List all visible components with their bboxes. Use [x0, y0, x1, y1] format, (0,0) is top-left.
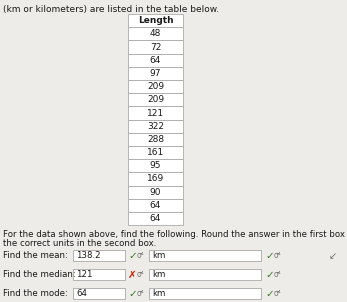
- Text: For the data shown above, find the following. Round the answer in the first box : For the data shown above, find the follo…: [3, 230, 347, 239]
- Bar: [73, 288, 125, 299]
- Text: km: km: [152, 251, 166, 260]
- Text: 169: 169: [147, 175, 164, 184]
- Text: 95: 95: [150, 161, 161, 170]
- Text: 121: 121: [147, 108, 164, 117]
- Text: km: km: [152, 270, 166, 279]
- Text: 161: 161: [147, 148, 164, 157]
- Text: 64: 64: [150, 56, 161, 65]
- Text: σ⁴: σ⁴: [274, 289, 282, 298]
- Text: σ⁴: σ⁴: [274, 251, 282, 260]
- Text: σ⁴: σ⁴: [137, 289, 145, 298]
- Text: Find the median:: Find the median:: [3, 270, 76, 279]
- Text: 288: 288: [147, 135, 164, 144]
- Text: 64: 64: [150, 201, 161, 210]
- Bar: [128, 106, 183, 120]
- Text: 209: 209: [147, 82, 164, 91]
- Text: ✗: ✗: [128, 270, 137, 280]
- Bar: [128, 67, 183, 80]
- Text: 64: 64: [150, 214, 161, 223]
- Bar: [128, 186, 183, 199]
- Bar: [128, 146, 183, 159]
- Bar: [128, 40, 183, 53]
- Text: ✓: ✓: [265, 289, 274, 299]
- Bar: [128, 120, 183, 133]
- Text: σ⁴: σ⁴: [274, 270, 282, 279]
- Text: (km or kilometers) are listed in the table below.: (km or kilometers) are listed in the tab…: [3, 5, 219, 14]
- Text: 322: 322: [147, 122, 164, 131]
- Bar: [149, 269, 261, 280]
- Bar: [128, 199, 183, 212]
- Bar: [128, 212, 183, 225]
- Bar: [128, 159, 183, 172]
- Bar: [149, 250, 261, 261]
- Text: 72: 72: [150, 43, 161, 52]
- Text: σ⁴: σ⁴: [137, 270, 145, 279]
- Text: Find the mean:: Find the mean:: [3, 251, 68, 260]
- Text: σ⁴: σ⁴: [137, 251, 145, 260]
- Text: 138.2: 138.2: [76, 251, 101, 260]
- Text: ↙: ↙: [329, 251, 337, 261]
- Bar: [73, 269, 125, 280]
- Text: ✓: ✓: [265, 270, 274, 280]
- Bar: [128, 14, 183, 27]
- Bar: [128, 80, 183, 93]
- Text: 209: 209: [147, 95, 164, 104]
- Bar: [128, 93, 183, 106]
- Text: ✓: ✓: [265, 251, 274, 261]
- Text: the correct units in the second box.: the correct units in the second box.: [3, 239, 156, 248]
- Bar: [149, 288, 261, 299]
- Text: km: km: [152, 289, 166, 298]
- Bar: [73, 250, 125, 261]
- Bar: [128, 133, 183, 146]
- Text: Find the mode:: Find the mode:: [3, 289, 68, 298]
- Text: 48: 48: [150, 29, 161, 38]
- Text: ✓: ✓: [128, 289, 137, 299]
- Bar: [128, 172, 183, 186]
- Text: ✓: ✓: [128, 251, 137, 261]
- Text: 97: 97: [150, 69, 161, 78]
- Text: 121: 121: [76, 270, 93, 279]
- Bar: [128, 53, 183, 67]
- Bar: [128, 27, 183, 40]
- Text: Length: Length: [138, 16, 173, 25]
- Text: 90: 90: [150, 188, 161, 197]
- Text: 64: 64: [76, 289, 87, 298]
